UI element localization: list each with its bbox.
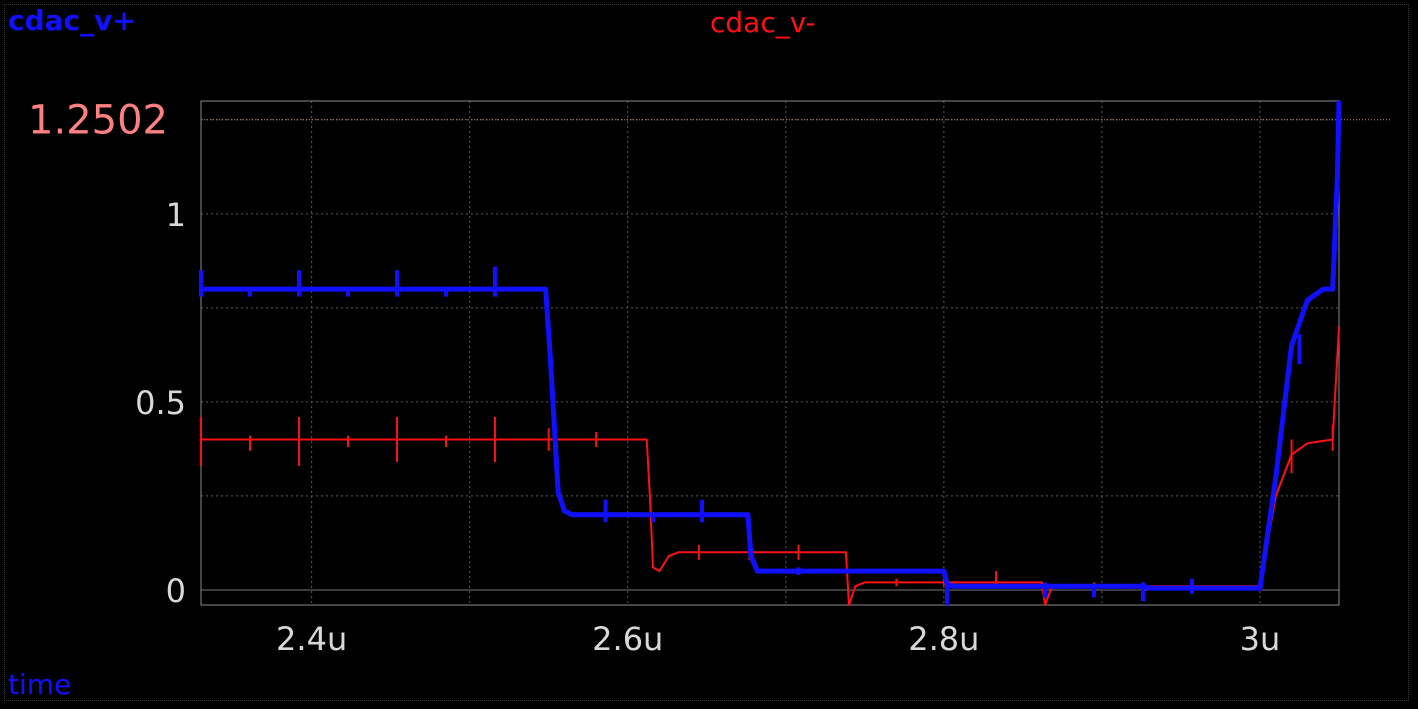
axes: [200, 100, 1340, 606]
x-tick-label: 2.8u: [908, 620, 979, 658]
series-cdac-v-minus[interactable]: [200, 326, 1340, 606]
x-tick-label: 2.4u: [276, 620, 347, 658]
x-axis-label[interactable]: time: [8, 668, 72, 701]
traces: [199, 100, 1342, 606]
y-tick-label: 0.5: [135, 384, 186, 422]
legend-entry-cdac-v-minus[interactable]: cdac_v-: [710, 6, 816, 39]
y-tick-label: 1: [166, 196, 186, 234]
plot-frame: [4, 4, 1409, 701]
series-cdac-v-plus[interactable]: [199, 100, 1342, 605]
x-tick-label: 2.6u: [592, 620, 663, 658]
legend-entry-cdac-v-plus[interactable]: cdac_v+: [8, 4, 136, 37]
y-tick-label: 0: [166, 572, 186, 610]
series-line[interactable]: [201, 326, 1340, 606]
grid: [201, 101, 1390, 605]
series-line[interactable]: [201, 100, 1342, 591]
plot-area-border: [200, 100, 1340, 606]
cursor-value-label: 1.2502: [28, 98, 168, 144]
tick-labels: 1.2502 0 0.5 1 2.4u 2.6u 2.8u 3u: [28, 98, 1280, 658]
x-tick-label: 3u: [1240, 620, 1281, 658]
